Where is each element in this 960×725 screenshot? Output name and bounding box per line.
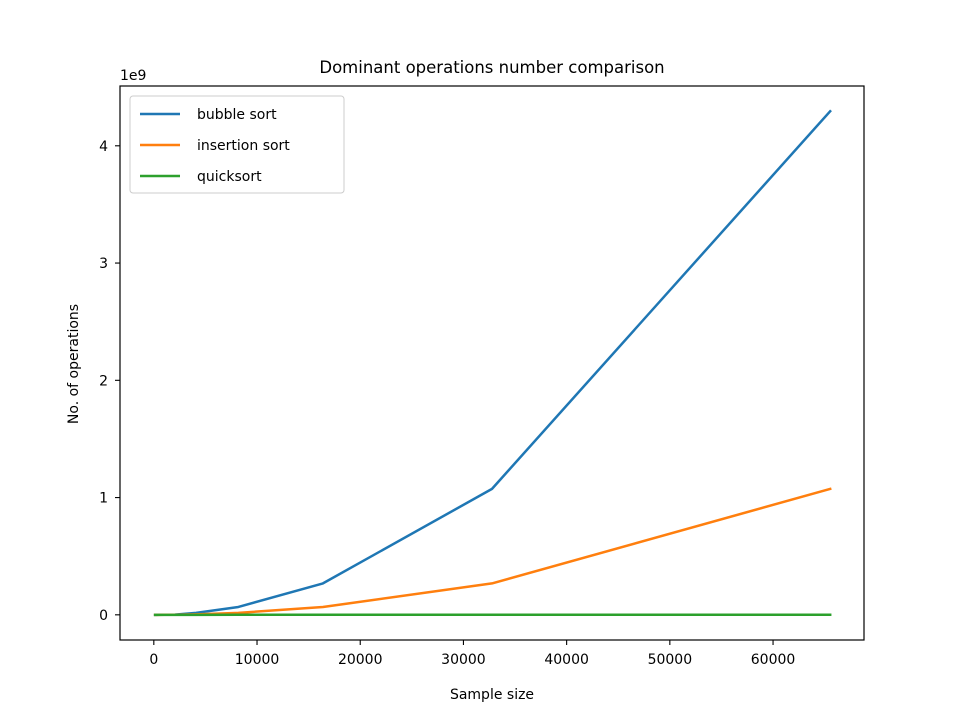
- chart-title: Dominant operations number comparison: [319, 58, 664, 77]
- y-axis-label: No. of operations: [66, 304, 82, 424]
- y-tick-label: 4: [99, 139, 108, 155]
- y-tick-label: 3: [99, 256, 108, 272]
- y-axis-offset-label: 1e9: [120, 68, 146, 84]
- x-tick-label: 10000: [235, 652, 280, 668]
- y-tick-label: 2: [99, 373, 108, 389]
- series-line-2: [155, 489, 830, 615]
- x-tick-label: 50000: [648, 652, 693, 668]
- y-tick-label: 1: [99, 491, 108, 507]
- y-tick-label: 0: [99, 608, 108, 624]
- x-tick-label: 40000: [544, 652, 589, 668]
- x-axis-label: Sample size: [450, 687, 534, 703]
- x-tick-label: 60000: [751, 652, 796, 668]
- x-tick-label: 30000: [441, 652, 486, 668]
- x-tick-label: 20000: [338, 652, 383, 668]
- legend: bubble sort insertion sort quicksort: [130, 96, 344, 193]
- legend-label: quicksort: [197, 169, 262, 185]
- legend-label: insertion sort: [197, 138, 290, 154]
- legend-label: bubble sort: [197, 107, 277, 123]
- x-tick-label: 0: [149, 652, 158, 668]
